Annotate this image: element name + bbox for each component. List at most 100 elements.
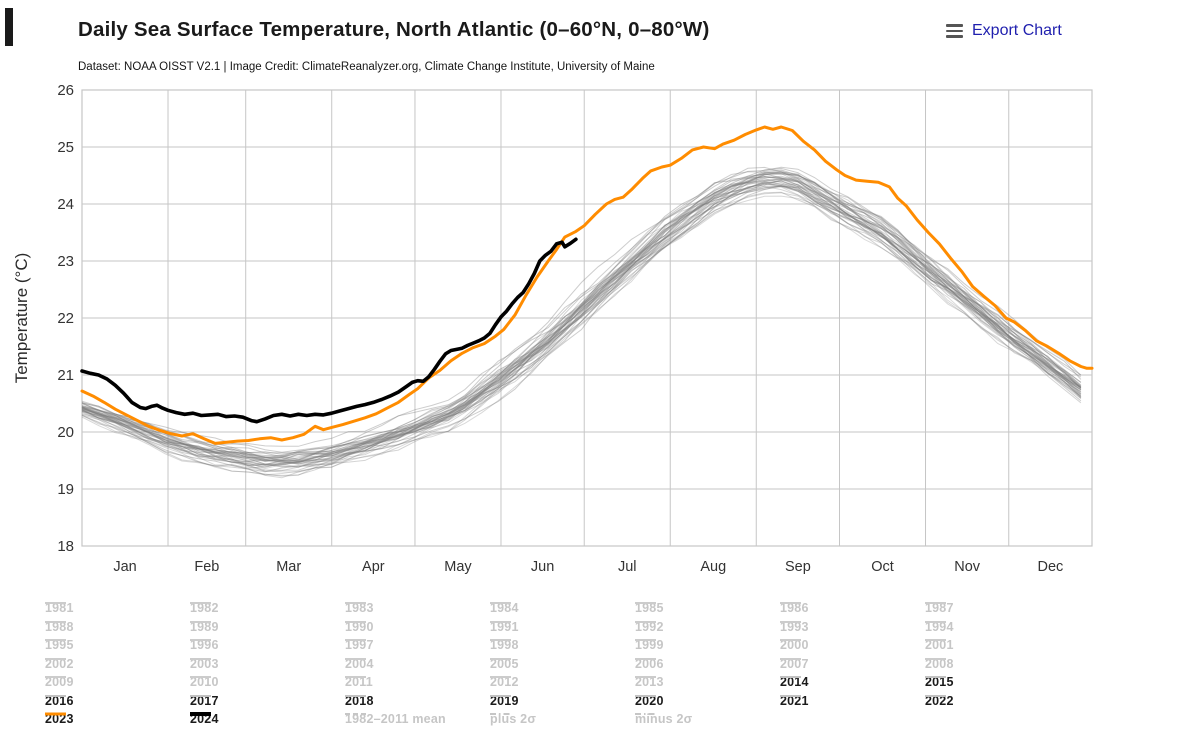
- screen-edge-artifact: [5, 8, 13, 46]
- legend-item-1994[interactable]: 1994: [925, 619, 954, 635]
- legend-swatch-line: [45, 694, 66, 697]
- series-1981-line: [81, 185, 1082, 468]
- legend-item-2018[interactable]: 2018: [345, 693, 374, 709]
- series-2005-line: [81, 172, 1082, 462]
- legend-item-plus-2-[interactable]: plus 2σ: [490, 711, 536, 727]
- legend-label: 2013: [635, 675, 664, 689]
- legend-label: minus 2σ: [635, 712, 693, 726]
- legend-label: 1985: [635, 601, 664, 615]
- legend-swatch-line: [190, 639, 211, 641]
- legend-item-2007[interactable]: 2007: [780, 656, 809, 672]
- series-2024-line[interactable]: [80, 237, 578, 424]
- legend-item-1990[interactable]: 1990: [345, 619, 374, 635]
- legend-label: 1992: [635, 619, 664, 634]
- series-1989-line: [81, 180, 1082, 476]
- legend-item-2000[interactable]: 2000: [780, 637, 809, 653]
- y-tick-label: 26: [57, 82, 74, 99]
- legend-item-1982-2011-mean[interactable]: 1982–2011 mean: [345, 711, 446, 727]
- legend-label: 1995: [45, 638, 74, 652]
- legend-item-1981[interactable]: 1981: [45, 600, 74, 616]
- legend-item-2014[interactable]: 2014: [780, 674, 809, 690]
- x-tick-label: Dec: [1037, 559, 1063, 575]
- legend-item-1997[interactable]: 1997: [345, 637, 374, 653]
- legend-label: 2006: [635, 656, 664, 671]
- legend-item-1999[interactable]: 1999: [635, 637, 664, 653]
- legend-swatch-line: [635, 713, 656, 715]
- legend-item-1989[interactable]: 1989: [190, 619, 219, 635]
- legend-item-2022[interactable]: 2022: [925, 693, 954, 709]
- series-2002-line: [81, 180, 1082, 470]
- series-2006-line: [81, 167, 1082, 455]
- y-tick-label: 20: [57, 424, 74, 441]
- series-1984-line: [81, 191, 1082, 476]
- legend-item-2010[interactable]: 2010: [190, 674, 219, 690]
- x-tick-label: Mar: [276, 559, 301, 575]
- series-1996-line: [81, 181, 1082, 466]
- legend-item-2001[interactable]: 2001: [925, 637, 954, 653]
- legend-item-2009[interactable]: 2009: [45, 674, 74, 690]
- legend-item-2006[interactable]: 2006: [635, 656, 664, 672]
- legend-item-1995[interactable]: 1995: [45, 637, 74, 653]
- legend-item-1996[interactable]: 1996: [190, 637, 219, 653]
- legend-label: 2005: [490, 656, 519, 671]
- legend-item-1985[interactable]: 1985: [635, 600, 664, 616]
- y-axis-title: Temperature (°C): [12, 253, 31, 384]
- legend-label: 2022: [925, 693, 954, 708]
- legend-item-1984[interactable]: 1984: [490, 600, 519, 616]
- legend-item-1987[interactable]: 1987: [925, 600, 954, 616]
- series-2010-line: [81, 170, 1082, 462]
- legend-item-1982[interactable]: 1982: [190, 600, 219, 616]
- series-2013-line: [81, 171, 1082, 461]
- series-2014-line: [81, 176, 1082, 464]
- legend-item-2005[interactable]: 2005: [490, 656, 519, 672]
- legend-item-2017[interactable]: 2017: [190, 693, 219, 709]
- legend-swatch-line: [780, 657, 801, 660]
- x-tick-label: May: [444, 559, 472, 575]
- legend-item-2020[interactable]: 2020: [635, 693, 664, 709]
- legend-item-2008[interactable]: 2008: [925, 656, 954, 672]
- legend-item-2023[interactable]: 2023: [45, 711, 74, 727]
- legend-item-2015[interactable]: 2015: [925, 674, 954, 690]
- legend-swatch-line: [345, 676, 366, 678]
- series-1988-line: [81, 177, 1082, 462]
- legend-item-1998[interactable]: 1998: [490, 637, 519, 653]
- legend-item-1993[interactable]: 1993: [780, 619, 809, 635]
- legend-item-1986[interactable]: 1986: [780, 600, 809, 616]
- legend-item-1991[interactable]: 1991: [490, 619, 519, 635]
- legend-label: 2004: [345, 656, 374, 671]
- legend-item-2013[interactable]: 2013: [635, 674, 664, 690]
- legend-swatch-line: [345, 639, 366, 641]
- legend-label: 2008: [925, 656, 954, 671]
- legend-item-2002[interactable]: 2002: [45, 656, 74, 672]
- legend-label: 1982: [190, 601, 219, 615]
- export-chart-button[interactable]: Export Chart: [946, 22, 1062, 40]
- series-2012-line: [81, 169, 1082, 456]
- legend-label: 2003: [190, 656, 219, 671]
- plot-border: [81, 89, 1093, 547]
- legend-swatch-line: [490, 657, 511, 660]
- legend-label: 1989: [190, 619, 219, 634]
- legend-item-2011[interactable]: 2011: [345, 674, 373, 690]
- legend-item-2003[interactable]: 2003: [190, 656, 219, 672]
- legend-item-2012[interactable]: 2012: [490, 674, 519, 690]
- legend-swatch-line: [45, 676, 66, 678]
- series-1986-line: [81, 192, 1082, 472]
- legend-item-2004[interactable]: 2004: [345, 656, 374, 672]
- legend-item-1983[interactable]: 1983: [345, 600, 374, 616]
- legend-item-1992[interactable]: 1992: [635, 619, 664, 635]
- legend-item-2021[interactable]: 2021: [780, 693, 809, 709]
- legend-item-minus-2-[interactable]: minus 2σ: [635, 711, 692, 727]
- legend-item-2024[interactable]: 2024: [190, 711, 219, 727]
- legend-item-2016[interactable]: 2016: [45, 693, 74, 709]
- series-2023-line[interactable]: [80, 125, 1094, 445]
- legend-swatch-line: [190, 694, 211, 697]
- legend-item-2019[interactable]: 2019: [490, 693, 519, 709]
- legend-swatch-line: [190, 657, 211, 660]
- legend-swatch-line: [490, 639, 511, 641]
- legend-label: 1997: [345, 638, 374, 652]
- legend-label: 1981: [45, 601, 74, 615]
- series-2017-line: [81, 173, 1082, 464]
- legend-swatch-line: [345, 657, 366, 660]
- legend-item-1988[interactable]: 1988: [45, 619, 74, 635]
